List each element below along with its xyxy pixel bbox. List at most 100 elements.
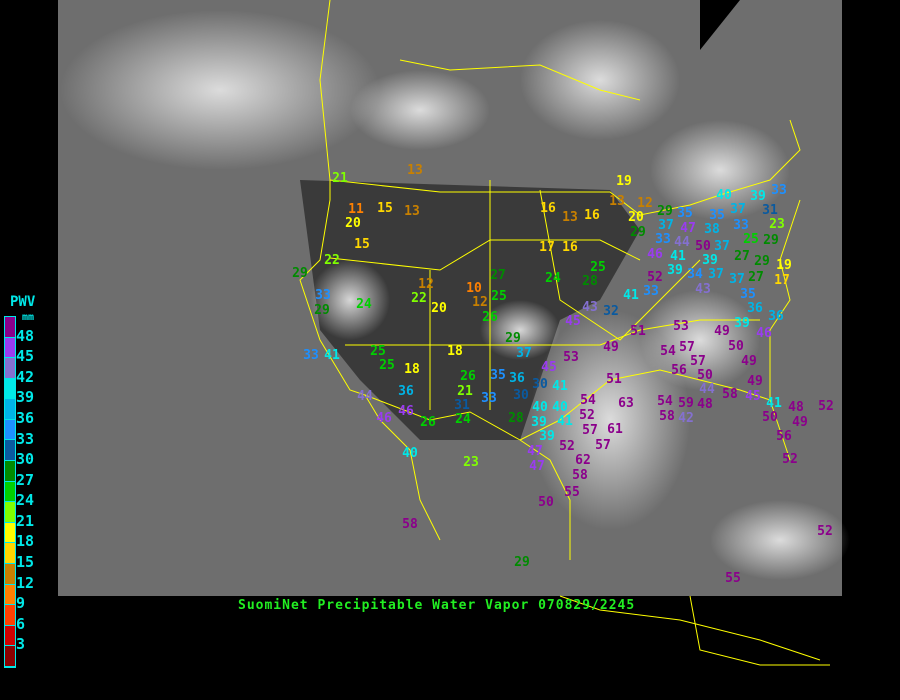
station-pwv-value: 29 [292,266,308,281]
station-pwv-value: 57 [595,438,611,453]
station-pwv-value: 43 [695,282,711,297]
legend-tick: 12 [16,573,35,592]
station-pwv-value: 26 [460,369,476,384]
station-pwv-value: 50 [695,239,711,254]
station-pwv-value: 12 [637,196,653,211]
station-pwv-value: 33 [303,348,319,363]
station-pwv-value: 39 [667,263,683,278]
station-pwv-value: 15 [354,237,370,252]
station-pwv-value: 22 [411,291,427,306]
legend-tick: 9 [16,594,26,613]
station-pwv-value: 17 [539,240,555,255]
station-pwv-value: 58 [659,409,675,424]
legend-tick: 36 [16,408,35,427]
station-pwv-value: 16 [562,240,578,255]
station-pwv-value: 37 [714,239,730,254]
station-pwv-value: 10 [466,281,482,296]
legend-tick: 3 [16,635,26,654]
station-pwv-value: 50 [697,368,713,383]
legend-segment [5,419,15,441]
station-pwv-value: 22 [324,253,340,268]
station-pwv-value: 29 [505,331,521,346]
legend-segment [5,543,15,564]
station-pwv-value: 24 [455,412,471,427]
legend-segment [5,481,15,503]
station-pwv-value: 47 [680,221,696,236]
station-pwv-value: 37 [658,218,674,233]
station-pwv-value: 57 [582,423,598,438]
station-pwv-value: 53 [673,319,689,334]
station-pwv-value: 13 [562,210,578,225]
station-pwv-value: 15 [377,201,393,216]
station-pwv-value: 61 [607,422,623,437]
station-pwv-value: 33 [643,284,659,299]
station-pwv-value: 39 [531,415,547,430]
station-pwv-value: 41 [557,414,573,429]
station-pwv-value: 37 [729,272,745,287]
station-pwv-value: 44 [357,389,373,404]
station-pwv-value: 50 [762,410,778,425]
legend-tick: 45 [16,347,35,366]
station-pwv-value: 40 [716,188,732,203]
station-pwv-value: 58 [402,517,418,532]
station-pwv-value: 25 [590,260,606,275]
legend-segment [5,563,15,585]
station-pwv-value: 52 [579,408,595,423]
station-pwv-value: 54 [660,344,676,359]
station-pwv-value: 39 [539,429,555,444]
station-pwv-value: 40 [532,400,548,415]
station-pwv-value: 18 [404,362,420,377]
station-pwv-value: 29 [754,254,770,269]
station-pwv-value: 30 [513,388,529,403]
color-scale-bar [4,316,16,668]
station-pwv-value: 50 [728,339,744,354]
station-pwv-value: 16 [540,201,556,216]
station-pwv-value: 58 [572,468,588,483]
legend-tick: 48 [16,326,35,345]
station-pwv-value: 35 [677,206,693,221]
station-pwv-value: 45 [745,389,761,404]
station-pwv-value: 13 [404,204,420,219]
legend-title: PWV [10,294,36,310]
station-pwv-value: 48 [697,397,713,412]
station-pwv-value: 28 [508,411,524,426]
station-pwv-value: 53 [563,350,579,365]
legend-segment [5,625,15,647]
station-pwv-value: 55 [725,571,741,586]
station-pwv-value: 46 [756,326,772,341]
station-pwv-value: 46 [376,411,392,426]
station-pwv-value: 27 [490,268,506,283]
station-pwv-value: 54 [580,393,596,408]
station-pwv-value: 46 [647,247,663,262]
station-pwv-value: 63 [618,396,634,411]
station-pwv-value: 26 [482,310,498,325]
station-pwv-value: 39 [702,253,718,268]
legend-tick: 6 [16,614,26,633]
station-pwv-value: 33 [315,288,331,303]
land-dark [300,180,640,440]
legend-segment [5,337,15,359]
station-pwv-value: 44 [699,382,715,397]
station-pwv-value: 12 [472,295,488,310]
station-pwv-value: 41 [623,288,639,303]
station-pwv-value: 19 [776,258,792,273]
station-pwv-value: 35 [740,287,756,302]
station-pwv-value: 25 [370,344,386,359]
station-pwv-value: 38 [704,222,720,237]
legend-tick: 33 [16,429,35,448]
station-pwv-value: 57 [679,340,695,355]
legend-segment [5,399,15,420]
legend-segment [5,378,15,400]
station-pwv-value: 51 [606,372,622,387]
station-pwv-value: 52 [647,270,663,285]
political-borders [299,0,830,666]
station-pwv-value: 57 [690,354,706,369]
station-pwv-value: 12 [418,277,434,292]
station-pwv-value: 52 [818,399,834,414]
station-pwv-value: 33 [481,391,497,406]
station-pwv-value: 49 [714,324,730,339]
station-pwv-value: 25 [379,358,395,373]
station-pwv-value: 44 [674,235,690,250]
legend-segment [5,358,15,379]
